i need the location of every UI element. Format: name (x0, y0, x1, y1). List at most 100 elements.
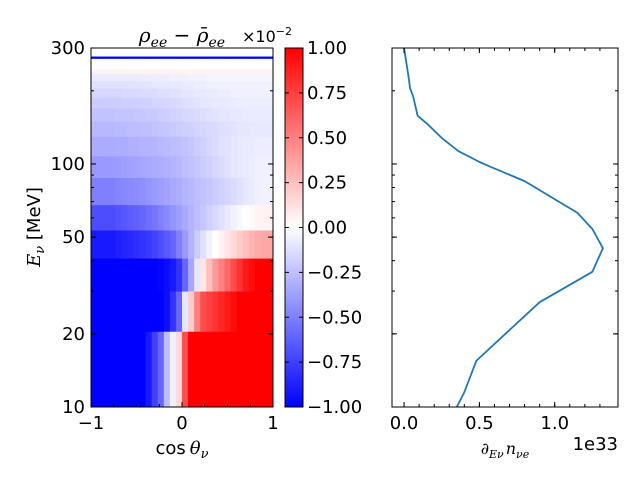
heatmap-cell (163, 258, 171, 292)
heatmap-cell (242, 136, 250, 157)
heatmap-cell (224, 155, 232, 178)
heatmap-cell (188, 80, 195, 89)
heatmap-cell (157, 97, 165, 109)
xlabel-theta: θ (190, 438, 201, 459)
heatmap-cell (188, 155, 195, 178)
heatmap-cell (182, 80, 189, 89)
heatmap-cell (97, 258, 104, 292)
heatmap-cell (133, 97, 141, 109)
heatmap-cell (109, 80, 116, 89)
heatmap-cell (145, 229, 153, 259)
heatmap-cell (115, 107, 122, 122)
heatmap-cell (157, 204, 165, 231)
heatmap-cell (182, 136, 189, 157)
heatmap-cell (224, 229, 232, 259)
heatmap-cell (133, 177, 141, 206)
heatmap-cell (103, 258, 110, 292)
heatmap-cell (200, 56, 207, 59)
heatmap-cell (145, 68, 153, 75)
heatmap-cell (139, 229, 147, 259)
line-xtick-label: 0.5 (465, 413, 494, 434)
heatmap-cell (127, 229, 134, 259)
heatmap-cell (121, 136, 128, 157)
heatmap-cell (145, 73, 153, 82)
heatmap-ytick-label: 300 (51, 38, 85, 59)
heatmap-cell (133, 291, 141, 332)
heatmap-cell (145, 48, 153, 57)
heatmap-cell (127, 73, 134, 82)
heatmap-cell (133, 107, 141, 122)
heatmap-cell (266, 155, 274, 178)
heatmap-cell (242, 155, 250, 178)
heatmap-cell (230, 229, 238, 259)
heatmap-cell (109, 68, 116, 75)
heatmap-cell (115, 177, 122, 206)
heatmap-cell (127, 88, 134, 98)
heatmap-cell (188, 121, 195, 137)
heatmap-cell (200, 97, 207, 109)
heatmap-cell (103, 56, 110, 59)
heatmap-cell (151, 73, 159, 82)
heatmap-cell (260, 121, 268, 137)
heatmap-cell (139, 136, 147, 157)
heatmap-cell (91, 291, 98, 332)
title-minus: − (167, 23, 196, 47)
heatmap-cell (218, 80, 225, 89)
heatmap-cell (242, 331, 250, 408)
heatmap-cell (248, 88, 256, 98)
heatmap-cell (97, 331, 104, 408)
heatmap-cell (157, 107, 165, 122)
heatmap-cell (115, 136, 122, 157)
heatmap-cell (175, 291, 183, 332)
heatmap-cell (145, 80, 153, 89)
heatmap-cell (151, 58, 159, 70)
colorbar-tick-label: 1.00 (307, 38, 347, 59)
heatmap-cell (254, 48, 262, 57)
colorbar-ticks: 1.00 0.75 0.50 0.25 0.00 −0.25 −0.50 −0.75 −1.00 (285, 38, 362, 418)
heatmap-cell (109, 107, 116, 122)
heatmap-cell (182, 155, 189, 178)
heatmap-cell (236, 48, 244, 57)
heatmap-cell (121, 107, 128, 122)
heatmap-cell (266, 229, 274, 259)
heatmap-cell (266, 177, 274, 206)
heatmap-cell (248, 97, 256, 109)
heatmap-cell (224, 56, 232, 59)
heatmap-cell (103, 331, 110, 408)
heatmap-cell (121, 177, 128, 206)
heatmap-cell (218, 97, 225, 109)
heatmap-cell (188, 331, 195, 408)
heatmap-cell (266, 331, 274, 408)
heatmap-cell (91, 48, 98, 57)
heatmap-cell (206, 291, 213, 332)
heatmap-cell (182, 58, 189, 70)
heatmap-cell (230, 58, 238, 70)
heatmap-cell (109, 48, 116, 57)
heatmap-cell (224, 73, 232, 82)
heatmap-cell (182, 177, 189, 206)
heatmap-cell (157, 73, 165, 82)
heatmap-cell (188, 58, 195, 70)
heatmap-cell (169, 204, 177, 231)
heatmap-cell (230, 177, 238, 206)
heatmap-cell (127, 58, 134, 70)
heatmap-cell (212, 73, 219, 82)
heatmap-cell (260, 155, 268, 178)
heatmap-cell (115, 258, 122, 292)
heatmap-ylabel: Eν [MeV] (24, 187, 48, 268)
heatmap-cell (194, 88, 201, 98)
heatmap-cell (109, 331, 116, 408)
heatmap-cell (200, 291, 207, 332)
heatmap-xtick-label: 1 (267, 413, 278, 434)
heatmap-cell (151, 56, 159, 59)
heatmap-cell (133, 68, 141, 75)
heatmap-cell (248, 291, 256, 332)
heatmap-cell (133, 155, 141, 178)
line-xlabel: ∂Eν nνe (481, 439, 530, 461)
heatmap-cell (230, 88, 238, 98)
heatmap-cell (266, 58, 274, 70)
heatmap-cell (194, 258, 201, 292)
heatmap-cell (218, 107, 225, 122)
line-offset-text: 1e33 (573, 434, 618, 455)
heatmap-cell (218, 155, 225, 178)
